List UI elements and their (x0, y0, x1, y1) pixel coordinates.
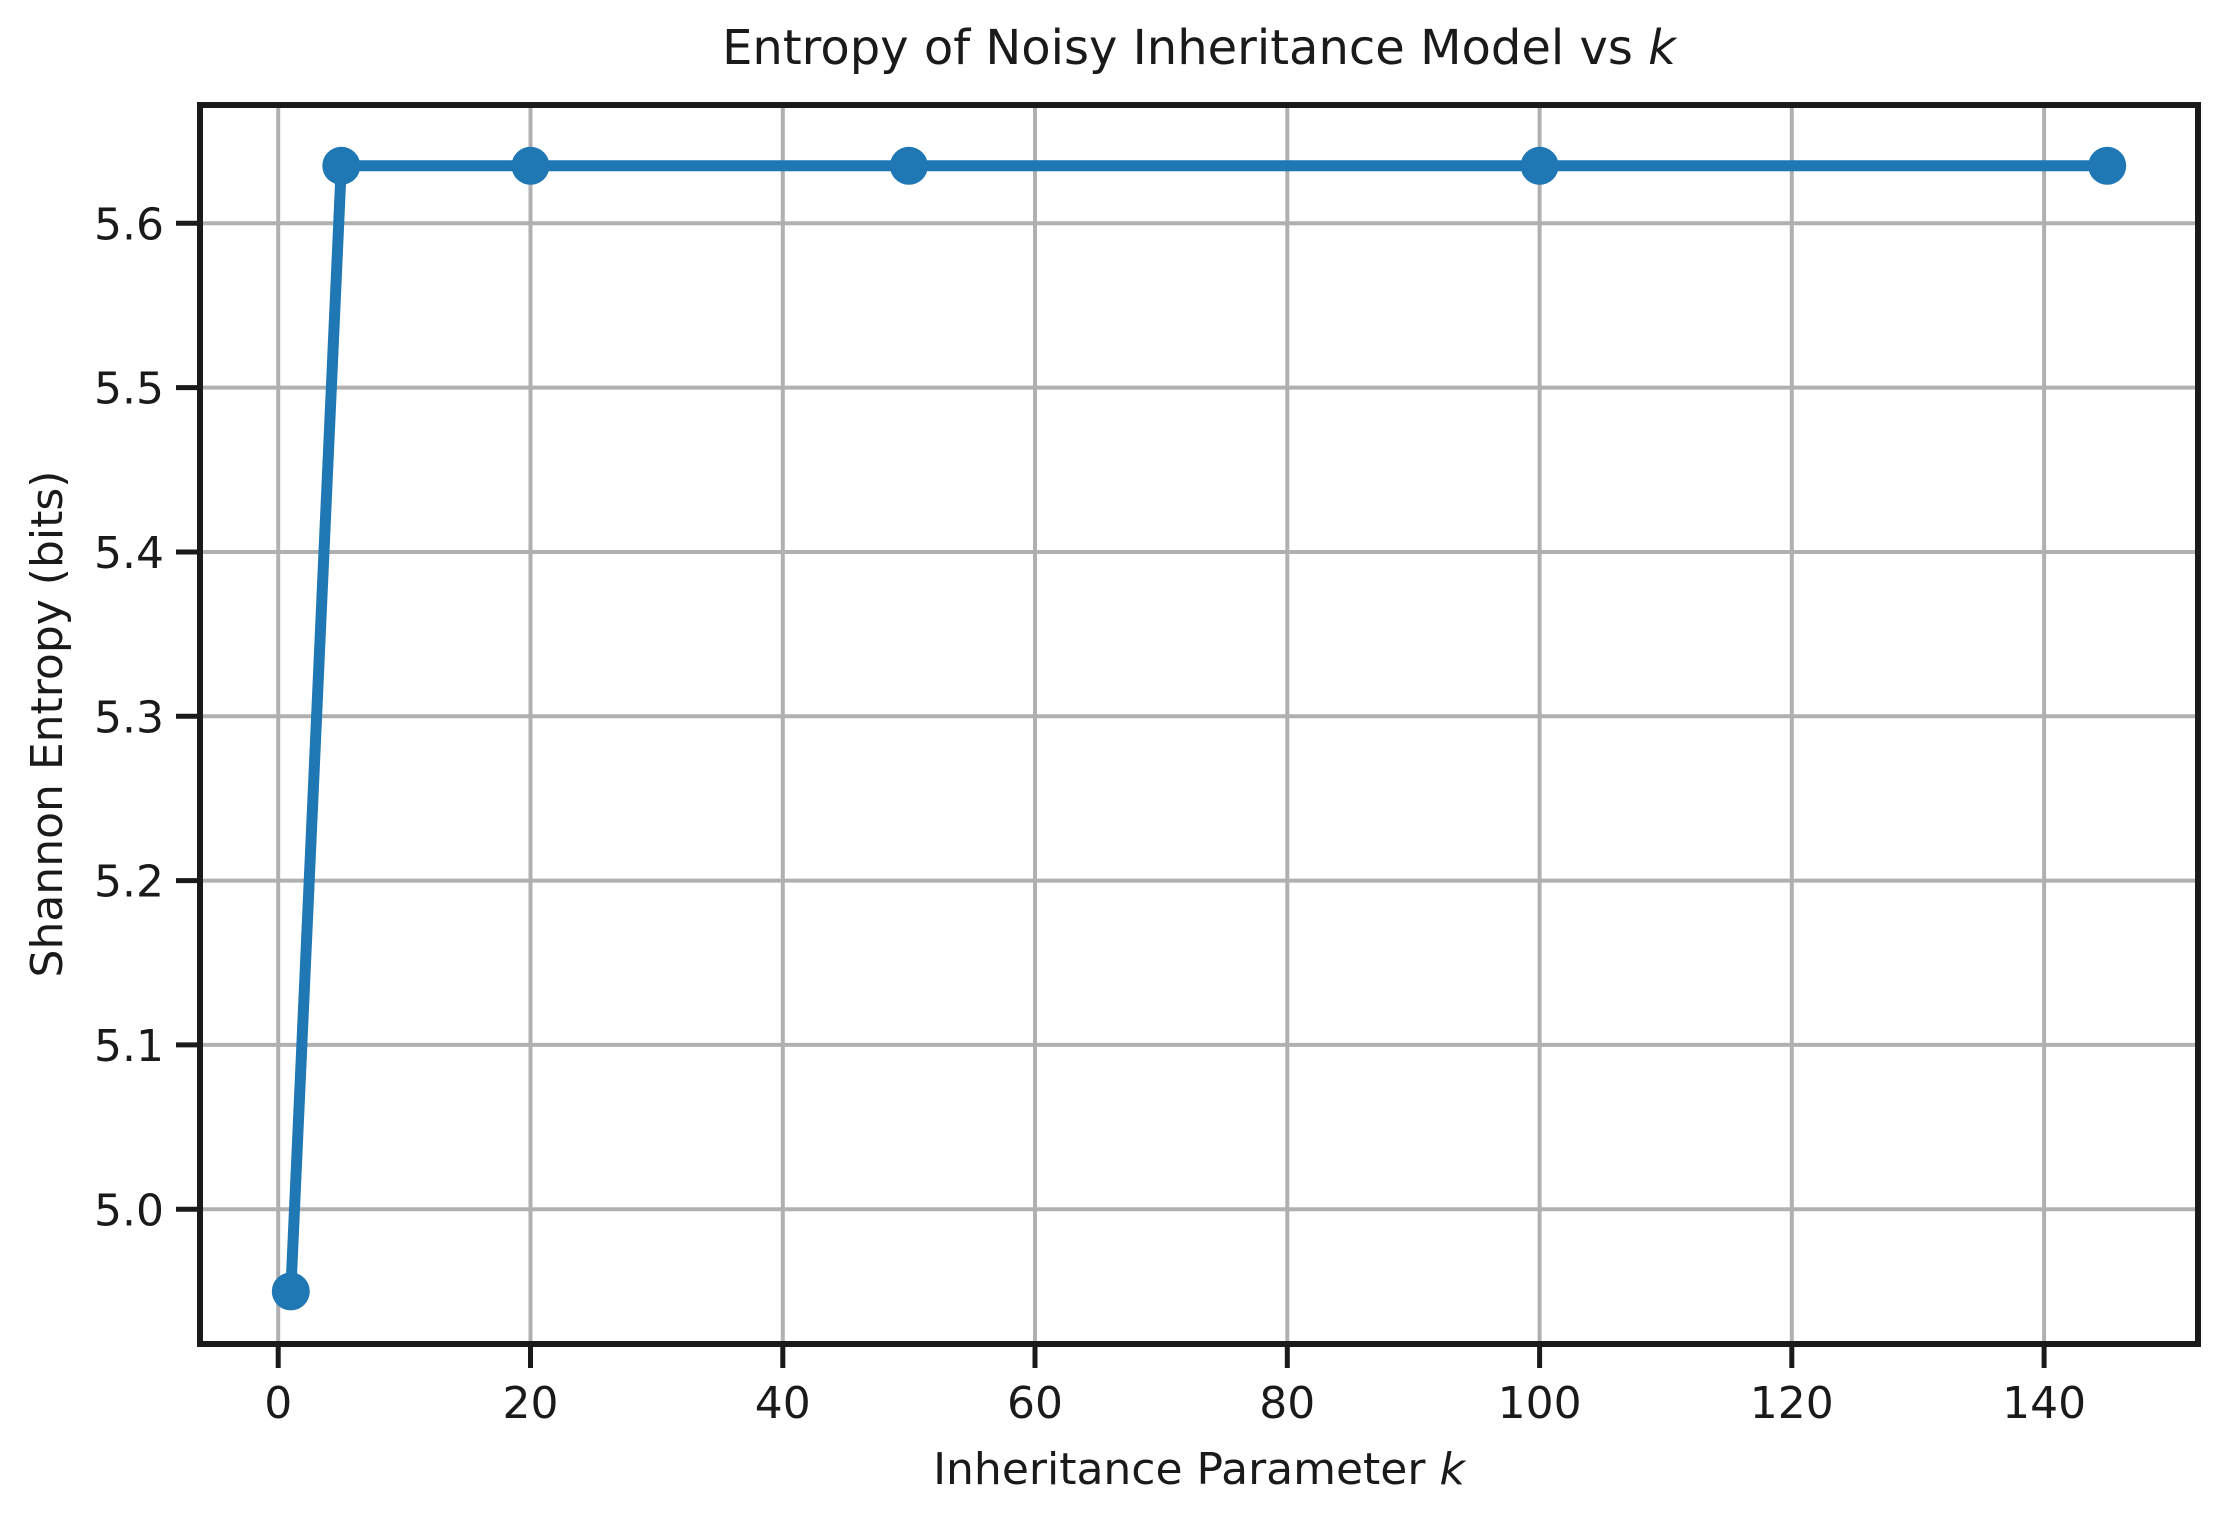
y-tick-label-5.3: 5.3 (94, 692, 164, 743)
x-axis-title-text: Inheritance Parameter (933, 1444, 1440, 1495)
x-tick-label-120: 120 (1750, 1378, 1834, 1429)
chart-title-math-k: k (1648, 20, 1676, 76)
data-point-k-1 (271, 1272, 310, 1311)
y-tick-label-5.0: 5.0 (94, 1185, 164, 1236)
x-tick-label-140: 140 (2002, 1378, 2086, 1429)
x-axis-title-math-k: k (1439, 1444, 1465, 1495)
chart-title: Entropy of Noisy Inheritance Model vs k (200, 18, 2198, 78)
x-axis-title: Inheritance Parameter k (200, 1442, 2198, 1498)
chart-title-text: Entropy of Noisy Inheritance Model vs (722, 20, 1649, 76)
data-point-k-50 (889, 146, 928, 185)
y-tick-label-5.1: 5.1 (94, 1021, 164, 1072)
y-tick-label-5.2: 5.2 (94, 857, 164, 908)
y-tick-label-5.6: 5.6 (94, 199, 164, 250)
y-tick-label-5.4: 5.4 (94, 528, 164, 579)
x-tick-label-100: 100 (1498, 1378, 1582, 1429)
x-tick-label-0: 0 (264, 1378, 292, 1429)
data-point-k-20 (511, 146, 550, 185)
x-tick-label-40: 40 (755, 1378, 811, 1429)
x-tick-label-60: 60 (1007, 1378, 1063, 1429)
data-point-k-100 (1520, 146, 1559, 185)
data-point-k-145 (2088, 146, 2127, 185)
y-tick-label-5.5: 5.5 (94, 364, 164, 415)
x-tick-label-80: 80 (1259, 1378, 1315, 1429)
axes-spines (197, 102, 2201, 1347)
data-point-k-5 (322, 146, 361, 185)
entropy-line (285, 160, 2113, 1297)
x-tick-label-20: 20 (503, 1378, 559, 1429)
